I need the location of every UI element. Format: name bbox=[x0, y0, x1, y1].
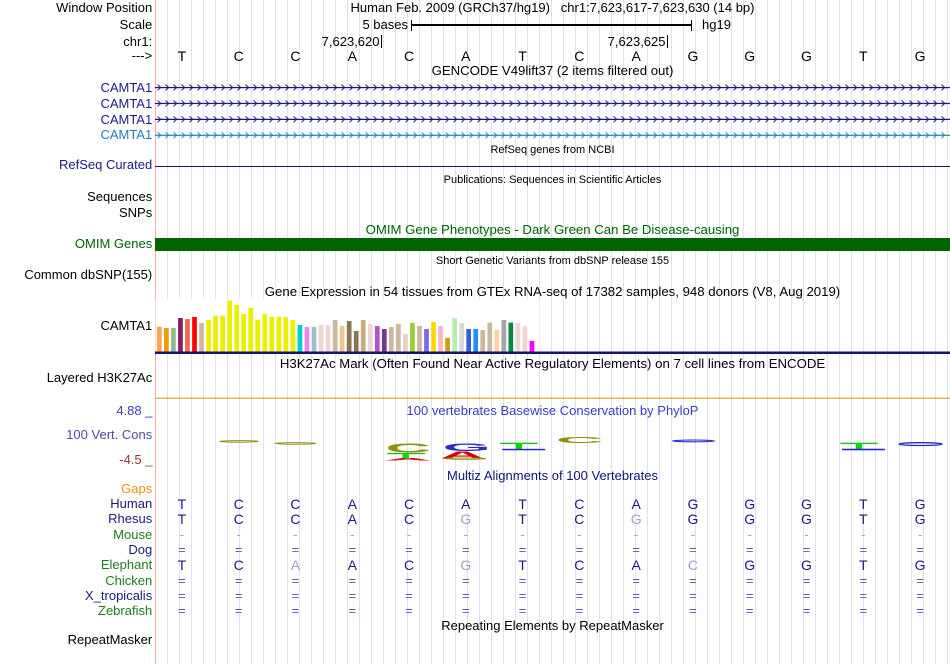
svg-text:G: G bbox=[443, 441, 491, 453]
svg-text:C: C bbox=[386, 441, 432, 456]
svg-text:A: A bbox=[440, 449, 485, 461]
svg-text:C: C bbox=[556, 436, 604, 445]
svg-text:A: A bbox=[384, 457, 432, 461]
